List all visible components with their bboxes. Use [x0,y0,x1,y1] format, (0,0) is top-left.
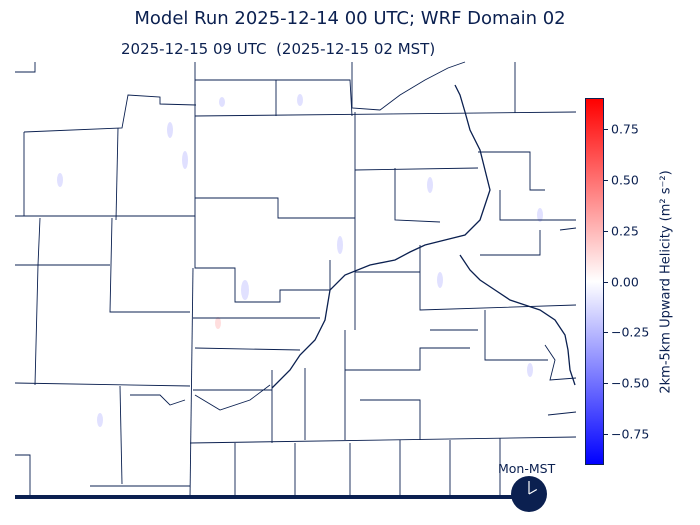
colorbar-tick-label: −0.25 [611,324,650,340]
colorbar [585,98,604,465]
clock-icon [511,476,547,512]
colorbar-tick-label: 0.75 [611,121,639,137]
helicity-field [57,94,543,427]
helicity-positive-patch [215,317,221,329]
colorbar-label: 2km-5km Upward Helicity (m² s⁻²) [658,170,674,394]
colorbar-tick [603,129,608,131]
colorbar-tick [603,382,608,384]
valid-time-subtitle: 2025-12-15 09 UTC (2025-12-15 02 MST) [121,40,436,58]
colorbar-tick-label: −0.75 [611,426,650,442]
colorbar-tick-label: 0.25 [611,223,639,239]
colorbar-tick [603,332,608,334]
colorbar-tick [603,230,608,232]
figure-title: Model Run 2025-12-14 00 UTC; WRF Domain … [134,8,566,29]
colorbar-tick [603,180,608,182]
state-county-borders [14,61,577,499]
colorbar-tick-label: 0.50 [611,172,639,188]
colorbar-tick-label: 0.00 [611,274,639,289]
major-rivers [271,84,576,389]
colorbar-tick-label: −0.50 [611,375,650,391]
colorbar-tick [603,281,608,283]
clock-timezone-label: Mon-MST [498,461,556,476]
colorbar-tick [603,433,608,435]
